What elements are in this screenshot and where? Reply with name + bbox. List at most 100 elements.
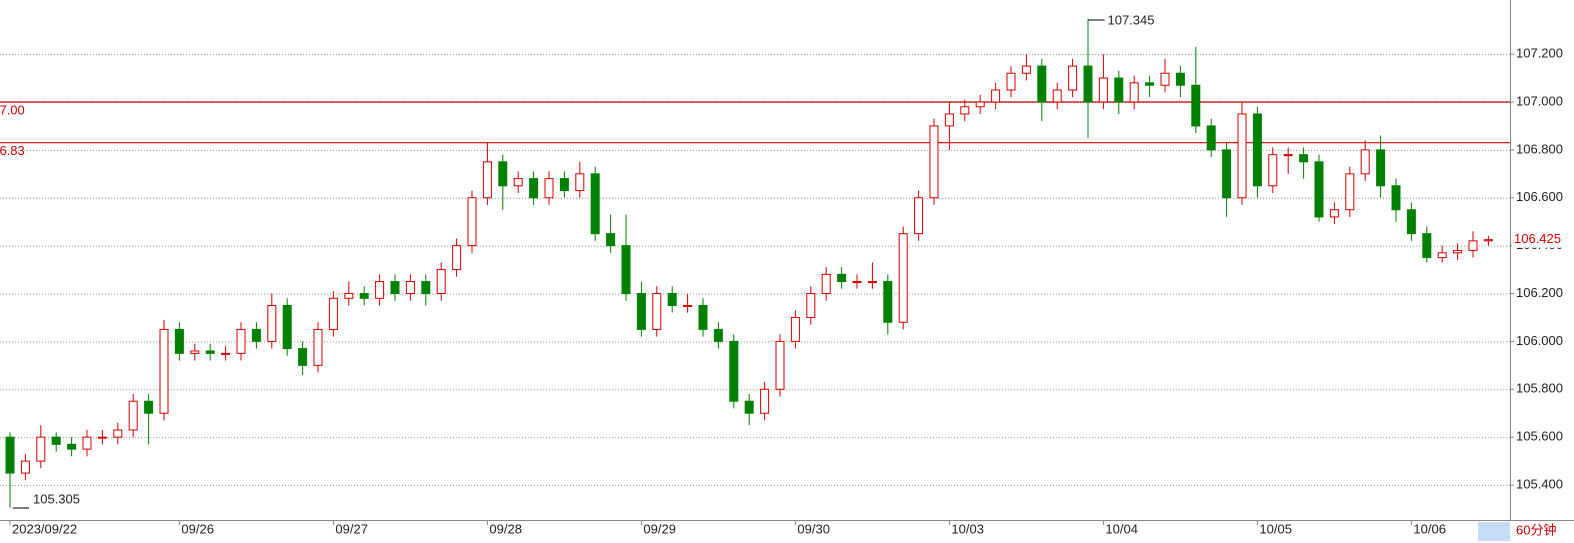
candle-body bbox=[251, 328, 261, 342]
candle-body bbox=[344, 293, 354, 299]
y-tick-label: 107.000 bbox=[1516, 93, 1563, 108]
candle-body bbox=[1222, 149, 1232, 199]
candle-body bbox=[914, 197, 924, 235]
candle-body bbox=[1252, 113, 1262, 187]
x-tick-label: 09/26 bbox=[181, 521, 214, 536]
candle-body bbox=[744, 400, 754, 414]
candle-body bbox=[1329, 209, 1339, 218]
y-tick-label: 106.200 bbox=[1516, 285, 1563, 300]
y-tick-label: 105.600 bbox=[1516, 429, 1563, 444]
last-price-box bbox=[1512, 231, 1572, 248]
low-label: 105.305 bbox=[33, 491, 80, 506]
y-tick-label: 106.000 bbox=[1516, 333, 1563, 348]
candle-body bbox=[482, 161, 492, 199]
candle-body bbox=[1268, 154, 1278, 187]
candle-body bbox=[421, 281, 431, 295]
candle-body bbox=[898, 233, 908, 323]
candle-body bbox=[529, 178, 539, 199]
candle-body bbox=[1422, 233, 1432, 259]
candle-body bbox=[1360, 149, 1370, 175]
high-marker bbox=[1088, 19, 1105, 21]
y-tick-label: 105.400 bbox=[1516, 476, 1563, 491]
candle-body bbox=[51, 436, 61, 445]
candle-body bbox=[236, 328, 246, 354]
candle-body bbox=[20, 460, 30, 474]
candle-body bbox=[698, 304, 708, 330]
candle-body bbox=[713, 328, 723, 342]
x-tick-label: 09/30 bbox=[797, 521, 830, 536]
level-label: 107.00 bbox=[0, 102, 25, 117]
candle-body bbox=[67, 443, 77, 450]
candle-body bbox=[1314, 161, 1324, 218]
x-tick-label: 10/06 bbox=[1413, 521, 1446, 536]
candle-body bbox=[5, 436, 15, 474]
candle-body bbox=[636, 293, 646, 330]
x-tick-label: 10/04 bbox=[1105, 521, 1138, 536]
candle-body bbox=[1006, 72, 1016, 91]
candle-body bbox=[1021, 65, 1031, 74]
candle-body bbox=[1468, 240, 1478, 251]
candle-body bbox=[267, 304, 277, 342]
candle-body bbox=[590, 173, 600, 235]
candle-body bbox=[544, 178, 554, 199]
candle-body bbox=[1068, 65, 1078, 91]
timeframe-label[interactable]: 60分钟 bbox=[1516, 522, 1556, 537]
candle-body bbox=[159, 328, 169, 414]
candle-body bbox=[944, 113, 954, 127]
candle-body bbox=[36, 436, 46, 462]
candle-body bbox=[1299, 154, 1309, 163]
candle-body bbox=[313, 328, 323, 366]
candle-body bbox=[775, 340, 785, 390]
x-tick-label: 09/27 bbox=[335, 521, 368, 536]
candle-body bbox=[282, 304, 292, 350]
candle-body bbox=[1037, 65, 1047, 103]
candle-body bbox=[606, 233, 616, 247]
candle-body bbox=[221, 352, 231, 355]
candle-body bbox=[452, 245, 462, 271]
candle-body bbox=[1052, 89, 1062, 103]
candle-body bbox=[837, 273, 847, 283]
candle-body bbox=[852, 281, 862, 284]
candle-body bbox=[575, 173, 585, 192]
candle-body bbox=[405, 281, 415, 295]
candle-body bbox=[1453, 249, 1463, 254]
timeframe-box[interactable] bbox=[1478, 522, 1510, 541]
x-tick-label: 2023/09/22 bbox=[12, 521, 77, 536]
level-label: 106.83 bbox=[0, 143, 25, 158]
candle-body bbox=[1191, 84, 1201, 127]
candle-body bbox=[790, 316, 800, 342]
candle-body bbox=[82, 436, 92, 450]
candle-body bbox=[467, 197, 477, 247]
y-tick-label: 107.200 bbox=[1516, 46, 1563, 61]
y-tick-label: 105.800 bbox=[1516, 381, 1563, 396]
candle-body bbox=[1206, 125, 1216, 151]
candle-body bbox=[1483, 239, 1493, 242]
candle-body bbox=[960, 106, 970, 115]
candle-body bbox=[929, 125, 939, 199]
x-tick-label: 10/05 bbox=[1259, 521, 1292, 536]
candle-body bbox=[867, 281, 877, 284]
candle-body bbox=[1437, 252, 1447, 259]
y-tick-label: 106.600 bbox=[1516, 189, 1563, 204]
candle-body bbox=[991, 89, 1001, 103]
candle-body bbox=[883, 281, 893, 323]
x-tick-label: 09/29 bbox=[643, 521, 676, 536]
candle-body bbox=[806, 293, 816, 318]
candle-body bbox=[190, 350, 200, 354]
candle-body bbox=[975, 101, 985, 108]
candle-body bbox=[97, 436, 107, 439]
candle-body bbox=[667, 293, 677, 306]
high-label: 107.345 bbox=[1108, 12, 1155, 27]
candle-body bbox=[683, 304, 693, 307]
x-tick-label: 10/03 bbox=[951, 521, 984, 536]
candle-body bbox=[174, 328, 184, 354]
candle-body bbox=[1345, 173, 1355, 211]
candle-body bbox=[1391, 185, 1401, 211]
candle-body bbox=[821, 273, 831, 295]
candle-body bbox=[513, 178, 523, 187]
x-tick-label: 09/28 bbox=[489, 521, 522, 536]
candle-body bbox=[498, 161, 508, 187]
candle-body bbox=[113, 429, 123, 438]
